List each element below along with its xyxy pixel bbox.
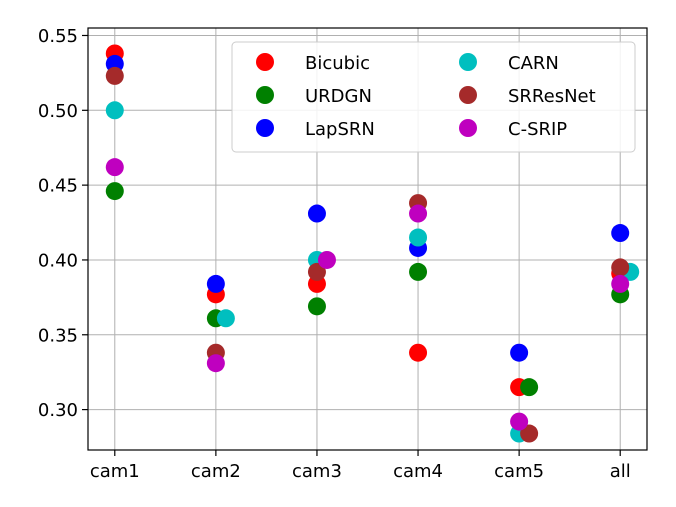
data-point-srresnet: [520, 424, 539, 443]
legend-label-srresnet: SRResNet: [508, 86, 596, 107]
y-tick-label: 0.55: [38, 26, 78, 47]
legend-label-c-srip: C-SRIP: [508, 119, 567, 140]
legend-label-lapsrn: LapSRN: [305, 119, 375, 140]
x-tick-label: cam2: [191, 461, 241, 482]
data-point-c-srip: [105, 158, 124, 177]
data-point-carn: [409, 228, 428, 247]
data-point-c-srip: [510, 412, 529, 431]
legend-marker-srresnet: [459, 86, 477, 104]
legend: Bicubic URDGN LapSRN CARN SRResNet C-SRIP: [231, 41, 636, 153]
legend-label-urdgn: URDGN: [305, 86, 372, 107]
legend-marker-c-srip: [459, 119, 477, 137]
data-point-srresnet: [611, 258, 630, 277]
y-tick-label: 0.50: [38, 101, 78, 122]
y-tick-label: 0.45: [38, 176, 78, 197]
legend-marker-bicubic: [256, 53, 274, 71]
data-point-lapsrn: [307, 204, 326, 223]
data-point-c-srip: [206, 354, 225, 373]
data-point-lapsrn: [510, 343, 529, 362]
legend-box: [231, 41, 636, 153]
data-point-urdgn: [307, 297, 326, 316]
x-tick-label: cam5: [494, 461, 544, 482]
legend-label-carn: CARN: [508, 53, 559, 74]
plot-frame: [87, 27, 648, 451]
x-tick-label: cam1: [90, 461, 140, 482]
data-point-urdgn: [409, 262, 428, 281]
data-point-lapsrn: [611, 224, 630, 243]
legend-marker-carn: [459, 53, 477, 71]
x-tick-label: all: [610, 461, 631, 482]
data-point-urdgn: [105, 182, 124, 201]
data-points: [105, 44, 640, 443]
y-tick-label: 0.40: [38, 250, 78, 271]
data-point-lapsrn: [206, 274, 225, 293]
data-point-c-srip: [409, 204, 428, 223]
x-tick-label: cam3: [292, 461, 342, 482]
y-tick-label: 0.35: [38, 325, 78, 346]
data-point-c-srip: [317, 250, 336, 269]
data-point-c-srip: [611, 274, 630, 293]
legend-label-bicubic: Bicubic: [305, 53, 370, 74]
x-axis: cam1 cam2 cam3 cam4 cam5 all: [90, 450, 631, 482]
data-point-urdgn: [520, 378, 539, 397]
x-tick-label: cam4: [393, 461, 443, 482]
data-point-carn: [216, 309, 235, 328]
data-point-carn: [105, 101, 124, 120]
legend-marker-urdgn: [256, 86, 274, 104]
legend-marker-lapsrn: [256, 119, 274, 137]
data-point-bicubic: [409, 343, 428, 362]
data-point-srresnet: [307, 262, 326, 281]
data-point-srresnet: [105, 66, 124, 85]
y-axis: 0.30 0.35 0.40 0.45 0.50 0.55: [38, 26, 88, 421]
y-tick-label: 0.30: [38, 400, 78, 421]
